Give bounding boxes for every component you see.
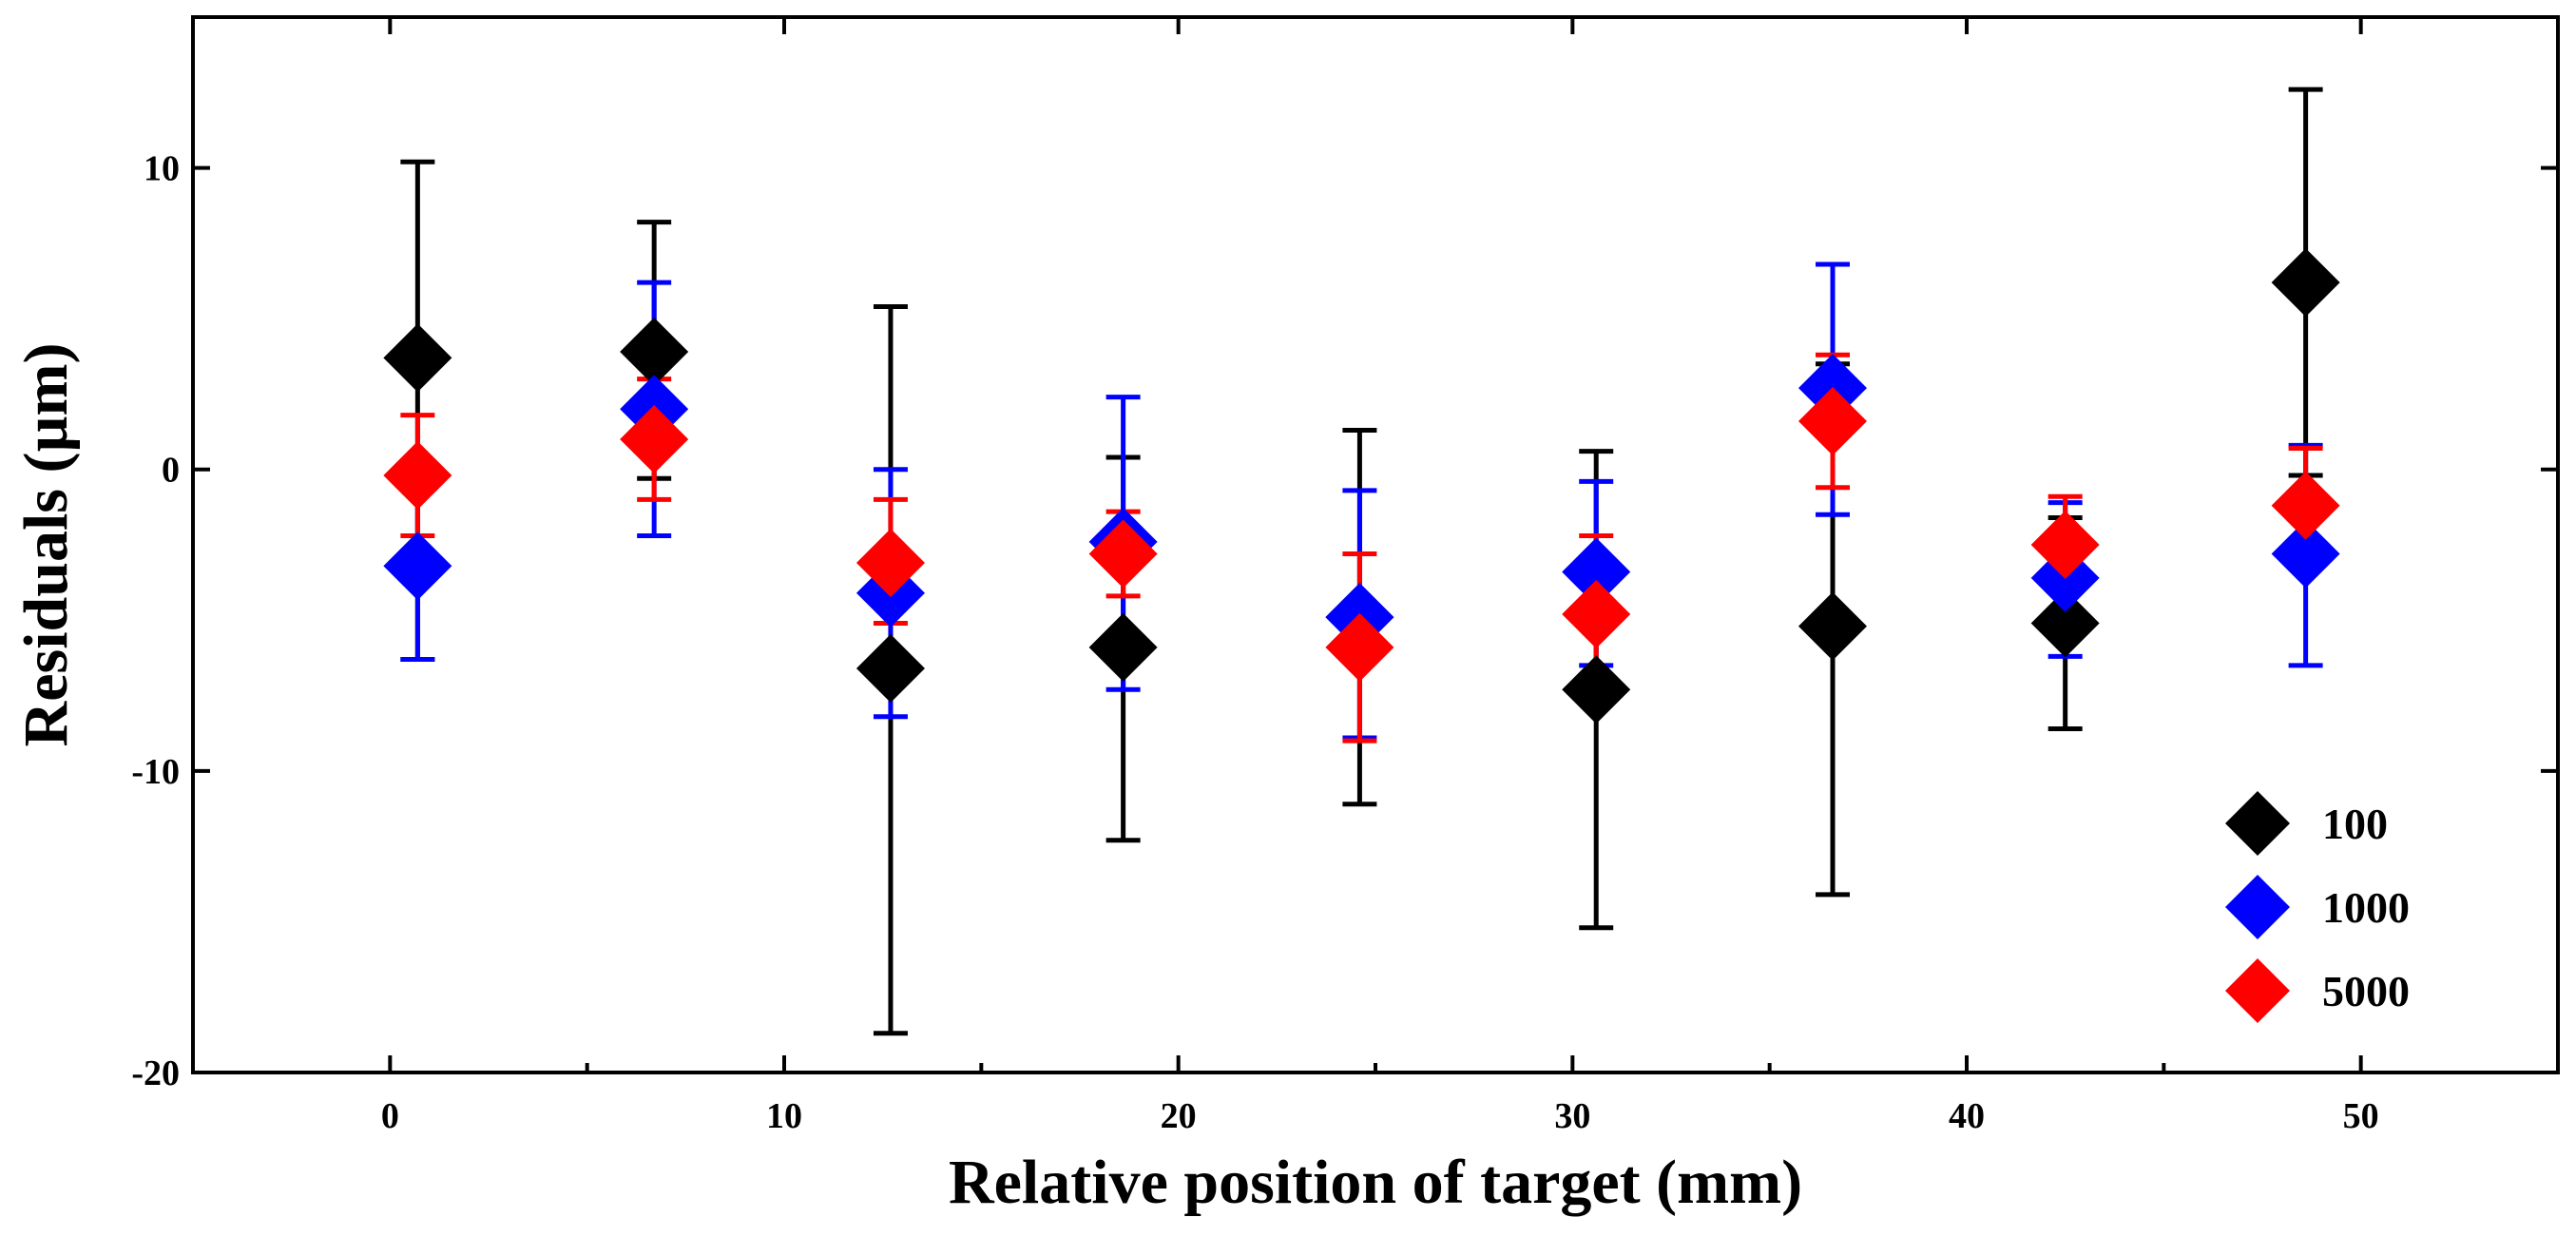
x-tick-label: 10 [766,1096,802,1136]
data-point-100 [1798,591,1868,661]
data-point-100 [855,634,925,704]
data-point-100 [383,323,452,393]
x-tick-label: 40 [1949,1096,1985,1136]
legend-label-1000: 1000 [2322,883,2410,932]
y-tick-label: 10 [144,149,180,189]
data-point-5000 [855,529,925,598]
data-point-5000 [383,441,452,511]
legend: 100 1000 5000 [2225,791,2410,1023]
data-point-100 [2271,248,2340,318]
data-point-100 [1088,612,1158,682]
data-markers [383,248,2340,725]
data-point-5000 [2030,511,2100,579]
x-tick-label: 50 [2343,1096,2379,1136]
x-tick-label: 0 [381,1096,399,1136]
legend-marker-100 [2225,791,2290,856]
data-point-5000 [2271,471,2340,540]
error-bars [400,87,2323,1036]
data-point-100 [2030,589,2100,658]
data-point-5000 [1088,519,1158,589]
data-point-5000 [1562,579,1631,648]
data-point-100 [1562,655,1631,725]
data-point-1000 [2271,519,2340,589]
data-point-100 [620,318,689,387]
data-point-1000 [383,531,452,601]
legend-label-100: 100 [2322,800,2388,848]
x-tick-label: 30 [1554,1096,1590,1136]
y-tick-label: -20 [131,1053,180,1093]
y-tick-label: 0 [162,451,180,491]
axes: 0 10 20 30 40 50 -20 -10 0 10 [131,17,2558,1136]
legend-label-5000: 5000 [2322,967,2410,1015]
plot-frame [191,15,2560,1074]
data-point-5000 [1798,386,1868,455]
x-tick-label: 20 [1161,1096,1197,1136]
x-axis-title: Relative position of target (mm) [949,1148,1802,1217]
legend-marker-5000 [2225,958,2290,1023]
legend-marker-1000 [2225,875,2290,939]
data-point-1000 [1562,537,1631,607]
data-point-5000 [1325,612,1394,682]
data-point-5000 [620,405,689,473]
y-axis-title: Residuals (µm) [11,343,81,747]
y-tick-label: -10 [131,752,180,792]
